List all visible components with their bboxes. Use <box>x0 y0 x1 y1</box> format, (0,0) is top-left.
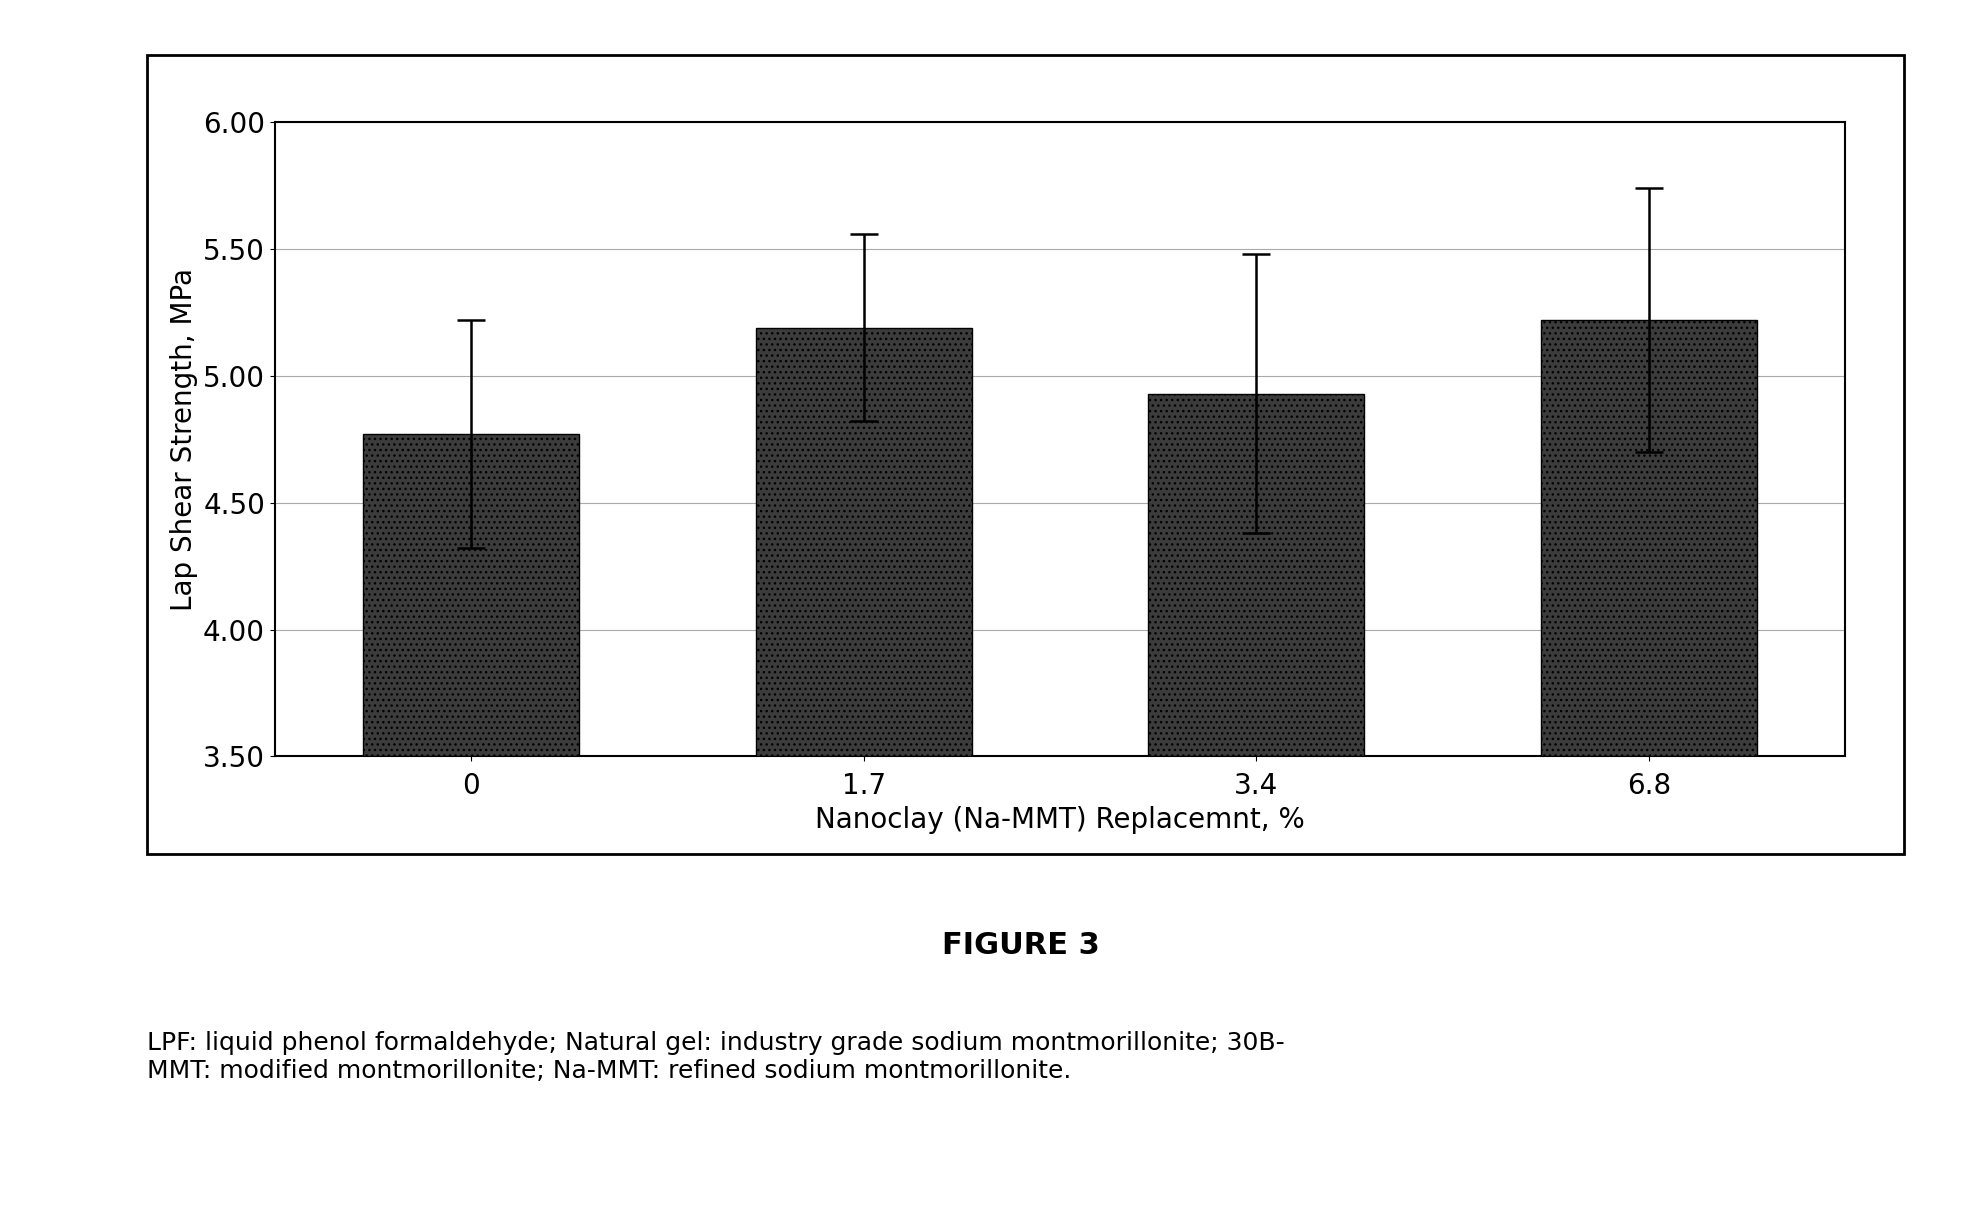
Bar <box>1148 394 1364 756</box>
Bar <box>1541 320 1757 756</box>
Text: FIGURE 3: FIGURE 3 <box>942 931 1099 960</box>
Text: LPF: liquid phenol formaldehyde; Natural gel: industry grade sodium montmorillon: LPF: liquid phenol formaldehyde; Natural… <box>147 1031 1286 1082</box>
Bar <box>756 327 972 756</box>
Bar <box>363 434 579 756</box>
X-axis label: Nanoclay (Na-MMT) Replacemnt, %: Nanoclay (Na-MMT) Replacemnt, % <box>815 806 1305 834</box>
Y-axis label: Lap Shear Strength, MPa: Lap Shear Strength, MPa <box>169 267 198 611</box>
